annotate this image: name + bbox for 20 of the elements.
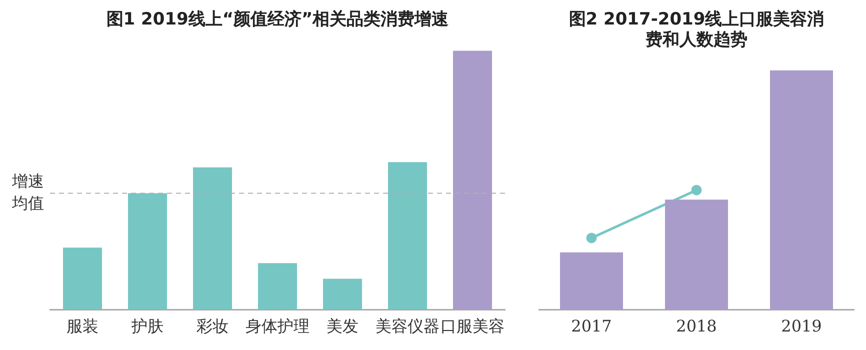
x-tick-label: 美发 bbox=[326, 316, 358, 336]
ref-line-label: 增速均值 bbox=[11, 171, 44, 212]
bar bbox=[128, 193, 167, 310]
x-tick-label: 口服美容 bbox=[440, 316, 504, 336]
x-tick-label: 护肤 bbox=[130, 316, 164, 336]
x-tick-label: 身体护理 bbox=[246, 316, 310, 336]
x-tick-label: 美容仪器 bbox=[376, 316, 440, 336]
x-tick-label: 彩妆 bbox=[196, 316, 228, 336]
x-tick-label: 2017 bbox=[571, 316, 612, 336]
x-tick-label: 2019 bbox=[781, 316, 822, 336]
bar bbox=[453, 50, 492, 310]
chart-title: 图1 2019线上“颜值经济”相关品类消费增速 bbox=[106, 10, 449, 30]
chart-title: 图2 2017-2019线上口服美容消费和人数趋势 bbox=[568, 10, 824, 50]
x-tick-label: 2018 bbox=[676, 316, 717, 336]
bar bbox=[388, 162, 427, 310]
bar bbox=[193, 167, 232, 310]
bar bbox=[258, 263, 297, 310]
x-tick-label: 服装 bbox=[66, 316, 98, 336]
bar bbox=[323, 278, 362, 310]
bar bbox=[63, 248, 102, 310]
